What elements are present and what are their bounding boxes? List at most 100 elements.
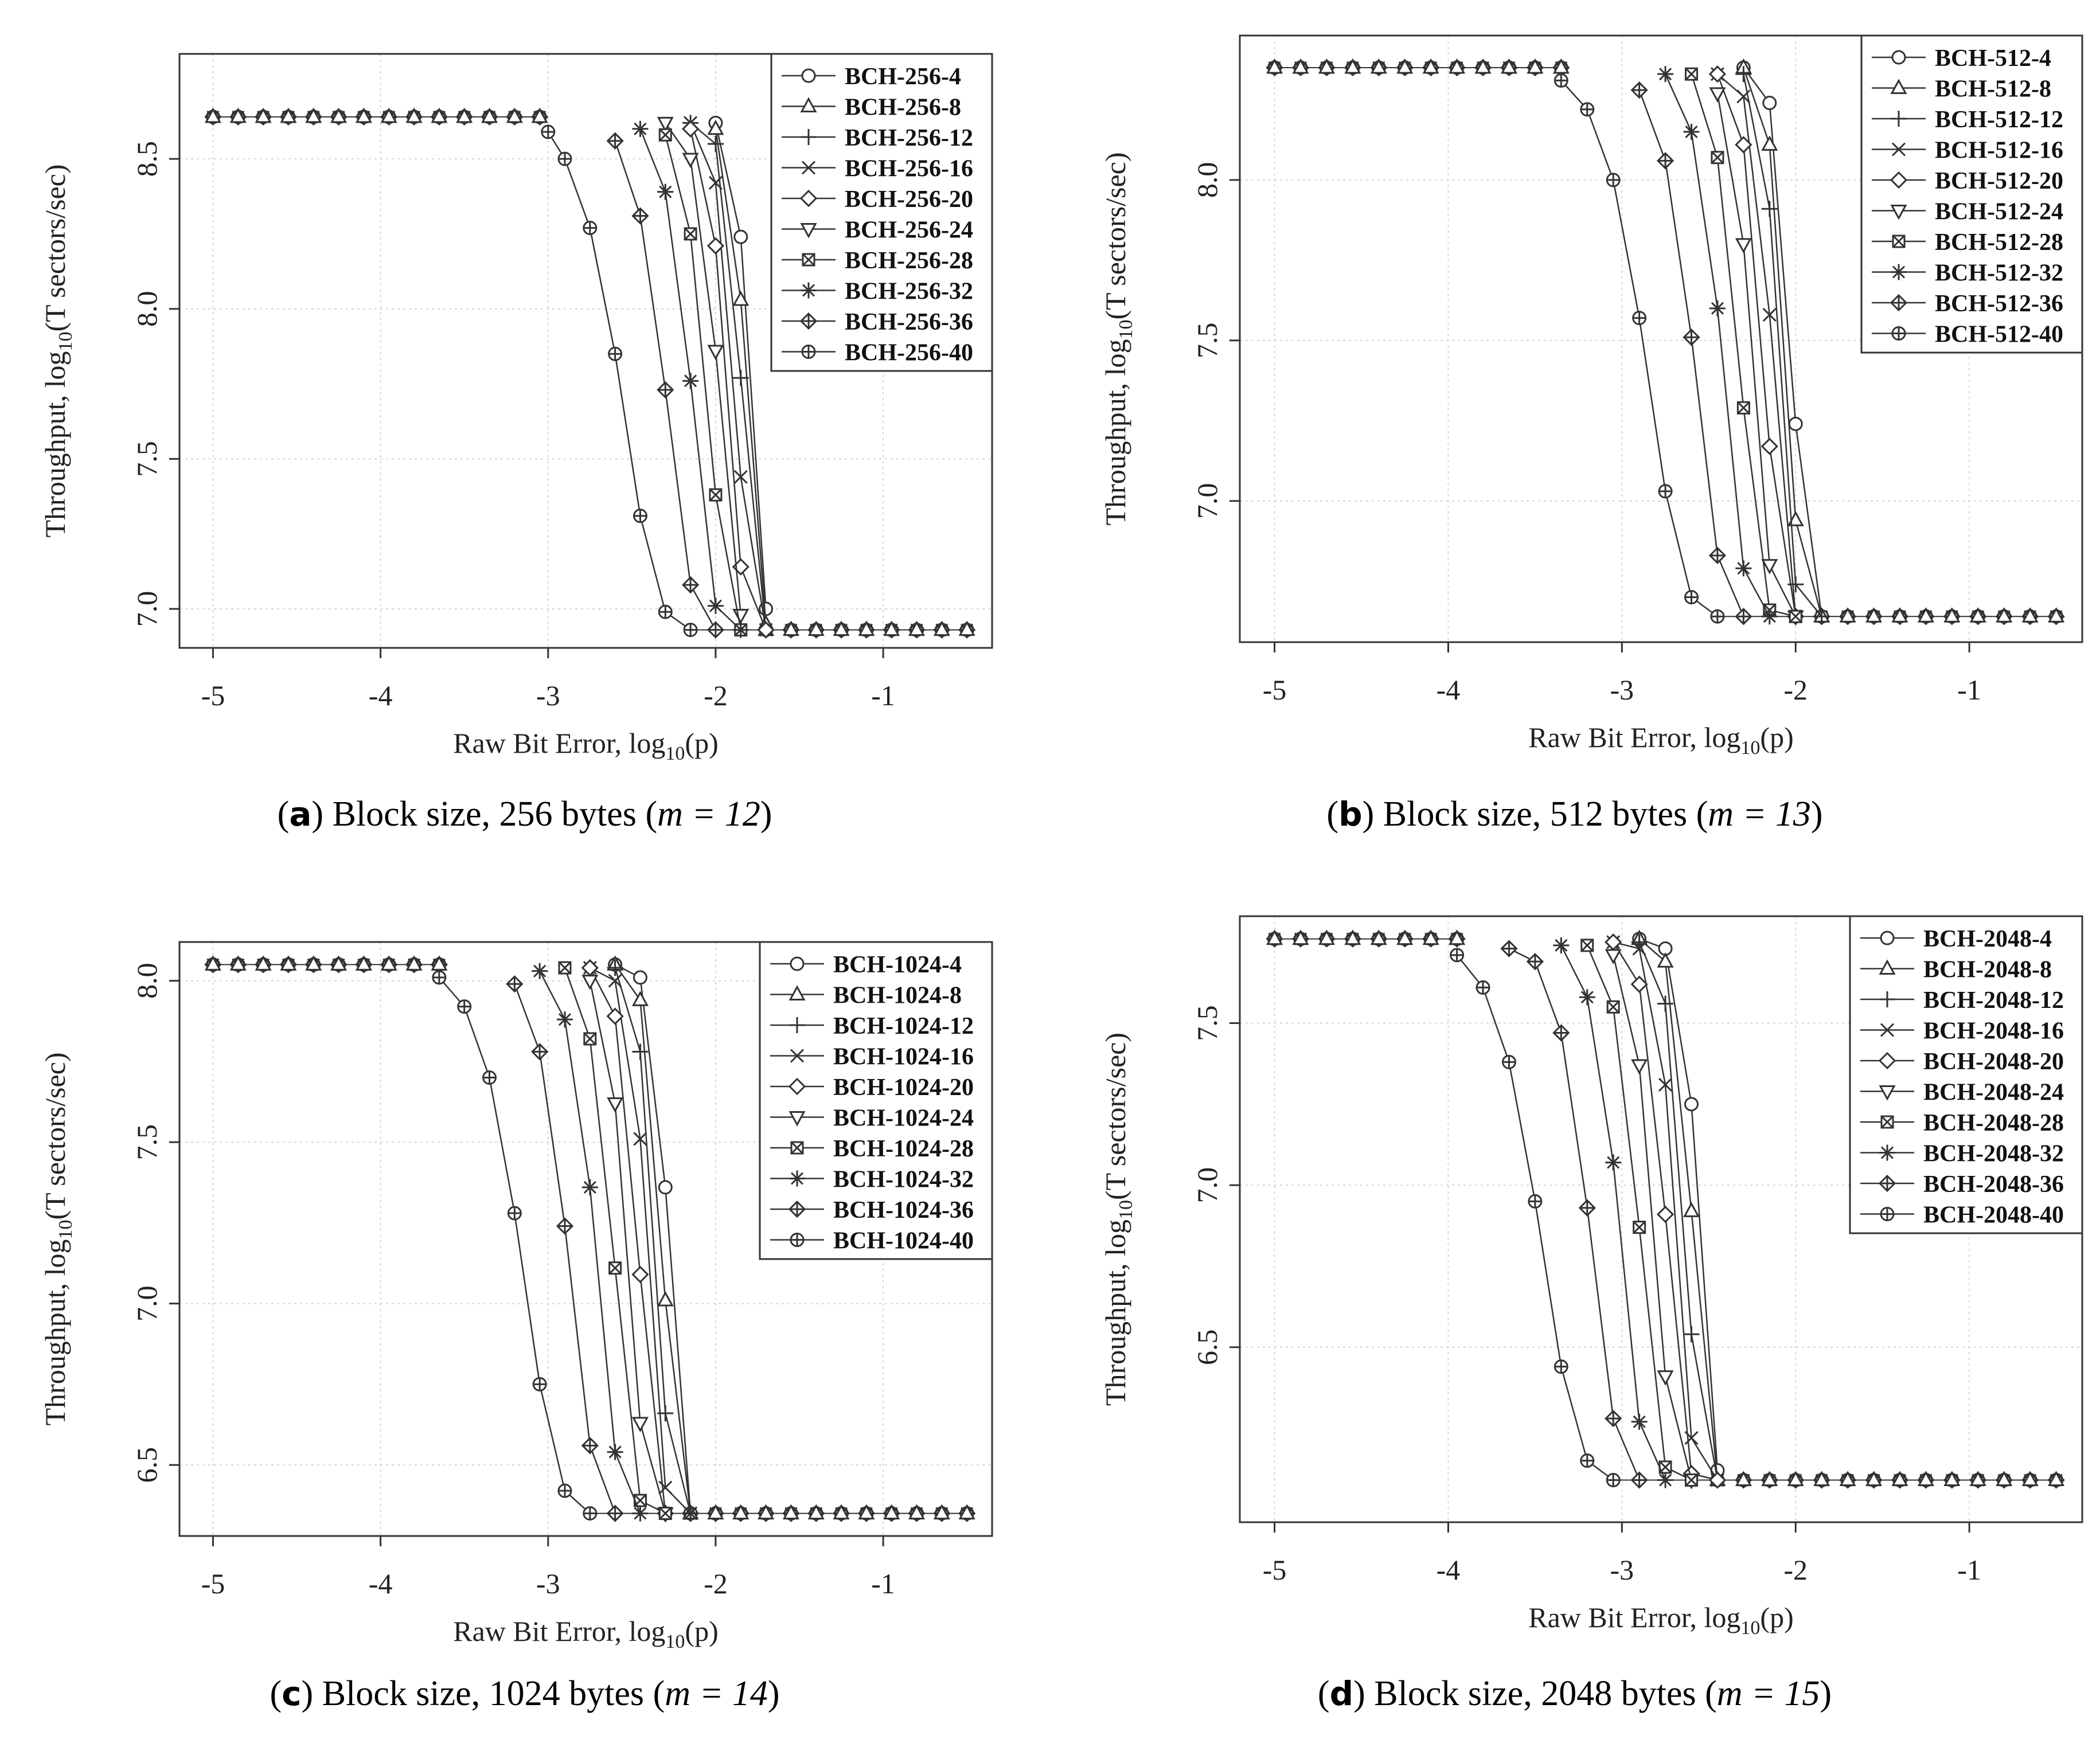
plateau-marker <box>380 955 397 971</box>
data-point <box>1606 1000 1620 1014</box>
legend-label: BCH-512-32 <box>1935 260 2063 287</box>
data-point <box>1761 559 1778 574</box>
plateau-marker <box>1344 929 1361 945</box>
data-point <box>1631 1413 1648 1430</box>
plateau-marker <box>1735 1471 1752 1487</box>
data-point <box>532 963 548 979</box>
plateau-marker <box>204 107 221 123</box>
series-bch-512-16 <box>1710 67 1803 624</box>
data-point <box>583 220 598 235</box>
plateau-marker <box>1527 58 1544 74</box>
data-point <box>1606 173 1621 187</box>
plateau-point-high <box>1318 929 1336 948</box>
data-point <box>557 1483 572 1498</box>
y-axis-label: Throughput, log10(T sectors/sec) <box>39 1052 76 1425</box>
plateau-point-low <box>1969 607 1987 626</box>
legend-marker <box>1891 142 1906 157</box>
data-point <box>482 1070 497 1085</box>
plateau-point-low <box>1735 1471 1752 1489</box>
caption-text: Block size, 512 bytes <box>1383 795 1688 834</box>
legend-marker <box>790 1141 804 1155</box>
legend-marker <box>789 985 806 1000</box>
legend-item: BCH-1024-24 <box>770 1105 974 1132</box>
plateau-point-high <box>1422 58 1440 77</box>
series-line <box>614 964 692 1514</box>
plateau-marker <box>1996 1471 2013 1487</box>
data-point <box>583 1506 598 1521</box>
plateau-point-high <box>204 107 222 126</box>
series-line <box>1586 945 1692 1481</box>
plateau-point-high <box>405 955 423 974</box>
data-point <box>1633 1221 1646 1234</box>
plateau-marker <box>1449 58 1466 74</box>
legend-marker <box>799 189 818 208</box>
y-tick-label: 7.0 <box>131 1285 163 1322</box>
chart-panel-a: -5 -4 -3 -2 -1 7.0 7.5 8.0 8.5 Raw Bit Error, log… <box>0 0 1049 877</box>
legend-label: BCH-256-16 <box>845 156 973 182</box>
legend-marker <box>1880 1207 1895 1221</box>
series-line <box>1743 67 1822 617</box>
data-point <box>1656 152 1674 170</box>
plateau-marker <box>807 1504 825 1520</box>
data-point <box>1526 953 1544 971</box>
plateau-marker <box>732 1504 750 1520</box>
x-tick-label: -5 <box>201 1568 225 1600</box>
legend-label: BCH-1024-40 <box>833 1228 974 1254</box>
x-tick-label: -2 <box>1783 674 1808 706</box>
plateau-point-low <box>958 1504 976 1522</box>
plateau-point-low <box>807 1504 825 1522</box>
plateau-marker <box>1969 607 1986 623</box>
plateau-point-low <box>883 1504 900 1522</box>
plateau-marker <box>330 955 348 971</box>
plateau-point-high <box>405 107 423 126</box>
legend-marker <box>1879 1144 1895 1161</box>
plateau-point-high <box>380 955 398 974</box>
data-point <box>657 116 674 132</box>
plateau-point-low <box>1891 1471 1909 1489</box>
data-point <box>631 1265 649 1284</box>
data-point <box>657 1291 674 1307</box>
plateau-marker <box>883 1504 900 1520</box>
plateau-marker <box>506 107 523 123</box>
legend-item: BCH-1024-4 <box>770 952 962 978</box>
legend-item: BCH-1024-36 <box>770 1197 974 1224</box>
plateau-point-high <box>1318 58 1336 77</box>
legend-marker <box>1880 1023 1895 1037</box>
plateau-point-high <box>1370 58 1388 77</box>
series-bch-2048-36 <box>1500 940 1648 1489</box>
data-point <box>1658 484 1673 499</box>
data-point <box>733 229 748 244</box>
plateau-marker <box>1839 607 1856 623</box>
data-point <box>708 175 723 190</box>
plateau-marker <box>858 1504 875 1520</box>
plateau-marker <box>1761 1471 1778 1487</box>
chart-panel-b: -5 -4 -3 -2 -1 7.0 7.5 8.0 Raw Bit Error, log10(… <box>1050 0 2099 877</box>
chart-a-caption: (a) Block size, 256 bytes (m = 12) <box>277 795 772 834</box>
plateau-marker <box>1891 607 1908 623</box>
series-line <box>689 128 767 631</box>
legend-label: BCH-256-8 <box>845 95 961 121</box>
legend-item: BCH-2048-4 <box>1860 926 2052 952</box>
data-point <box>658 604 673 619</box>
plateau-marker <box>305 955 322 971</box>
plateau-marker <box>2048 1471 2065 1487</box>
data-point <box>1762 307 1777 322</box>
plateau-point-high <box>1344 929 1361 948</box>
legend-item: BCH-256-12 <box>782 125 973 151</box>
legend-label: BCH-1024-12 <box>833 1013 974 1039</box>
plateau-point-high <box>204 955 222 974</box>
plateau-marker <box>2048 607 2065 623</box>
legend: BCH-1024-4 BCH-1024-8 BCH-1024-12 BCH-1024-… <box>759 941 993 1260</box>
plateau-point-low <box>1917 1471 1935 1489</box>
series-bch-2048-12 <box>1631 934 1726 1488</box>
data-point <box>1735 560 1752 577</box>
data-point <box>607 960 623 976</box>
plateau-point-low <box>1839 607 1857 626</box>
plateau-marker <box>933 620 950 636</box>
gridlines <box>1240 916 2082 1522</box>
plateau-point-low <box>958 620 976 639</box>
chart-d-caption: (d) Block size, 2048 bytes (m = 15) <box>1317 1674 1832 1713</box>
plateau-marker <box>355 107 372 123</box>
data-point <box>1605 1154 1622 1171</box>
data-point <box>506 975 524 993</box>
